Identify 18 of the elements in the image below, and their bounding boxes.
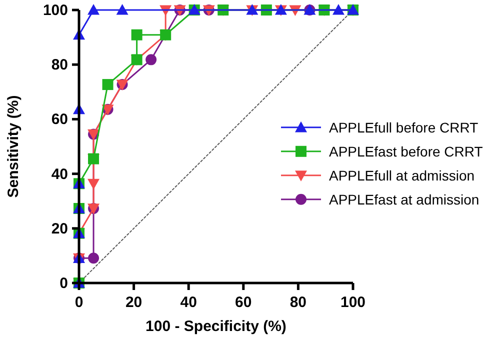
x-tick-label: 20 bbox=[125, 294, 142, 311]
x-tick-label: 0 bbox=[74, 294, 84, 311]
x-tick-label: 60 bbox=[235, 294, 252, 311]
y-axis-title: Sensitivity (%) bbox=[5, 95, 22, 198]
legend-label: APPLEfull at admission bbox=[329, 167, 475, 184]
y-tick-label: 100 bbox=[42, 2, 68, 19]
y-tick-label: 0 bbox=[60, 275, 68, 292]
x-tick-label: 80 bbox=[290, 294, 307, 311]
x-axis-title: 100 - Specificity (%) bbox=[146, 318, 286, 335]
legend-label: APPLEfast at admission bbox=[329, 191, 480, 208]
y-tick-label: 80 bbox=[51, 56, 68, 74]
legend-label: APPLEfast before CRRT bbox=[329, 143, 484, 160]
x-tick-label: 100 bbox=[340, 294, 366, 311]
y-tick-label: 20 bbox=[51, 220, 68, 238]
y-tick-label: 40 bbox=[51, 166, 68, 183]
legend-label: APPLEfull before CRRT bbox=[329, 119, 479, 136]
y-tick-label: 60 bbox=[51, 111, 68, 128]
x-tick-label: 40 bbox=[180, 294, 197, 311]
